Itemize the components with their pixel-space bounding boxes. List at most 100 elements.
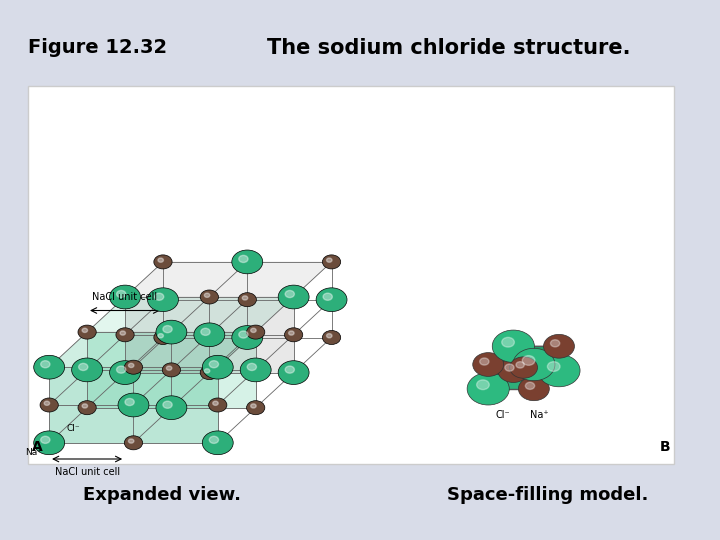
Text: Na⁺: Na⁺ bbox=[25, 448, 42, 457]
Text: Cl⁻: Cl⁻ bbox=[495, 410, 510, 421]
Circle shape bbox=[128, 363, 134, 368]
Circle shape bbox=[116, 328, 134, 342]
Text: NaCl unit cell: NaCl unit cell bbox=[92, 292, 158, 302]
Circle shape bbox=[166, 366, 172, 370]
Circle shape bbox=[82, 404, 88, 408]
Circle shape bbox=[246, 325, 265, 339]
Text: A: A bbox=[32, 440, 42, 454]
Circle shape bbox=[232, 250, 263, 274]
Circle shape bbox=[40, 436, 50, 443]
Circle shape bbox=[232, 326, 263, 349]
Circle shape bbox=[522, 355, 535, 365]
Circle shape bbox=[492, 330, 534, 362]
Circle shape bbox=[323, 255, 341, 269]
Text: Cl⁻: Cl⁻ bbox=[66, 424, 80, 433]
Circle shape bbox=[239, 255, 248, 262]
Polygon shape bbox=[49, 405, 217, 443]
Polygon shape bbox=[488, 364, 534, 389]
Circle shape bbox=[242, 296, 248, 300]
Circle shape bbox=[162, 363, 181, 377]
Circle shape bbox=[154, 255, 172, 269]
Circle shape bbox=[72, 358, 102, 382]
Circle shape bbox=[285, 366, 294, 373]
Circle shape bbox=[516, 362, 524, 368]
Circle shape bbox=[156, 320, 187, 344]
Circle shape bbox=[544, 334, 575, 358]
Circle shape bbox=[163, 401, 172, 408]
Circle shape bbox=[120, 331, 125, 335]
Circle shape bbox=[204, 369, 210, 373]
Polygon shape bbox=[488, 346, 559, 364]
Circle shape bbox=[109, 361, 140, 384]
Circle shape bbox=[246, 401, 265, 415]
Circle shape bbox=[467, 373, 509, 405]
Circle shape bbox=[40, 398, 58, 412]
Circle shape bbox=[473, 353, 504, 376]
Circle shape bbox=[117, 291, 126, 298]
Circle shape bbox=[200, 366, 218, 380]
Circle shape bbox=[125, 360, 143, 374]
Text: NaCl unit cell: NaCl unit cell bbox=[55, 467, 120, 477]
Circle shape bbox=[316, 288, 347, 312]
FancyBboxPatch shape bbox=[28, 86, 675, 464]
Circle shape bbox=[78, 363, 88, 370]
Circle shape bbox=[109, 285, 140, 309]
Circle shape bbox=[212, 401, 218, 406]
Circle shape bbox=[480, 358, 489, 365]
Text: B: B bbox=[660, 440, 671, 454]
Circle shape bbox=[502, 338, 514, 347]
Circle shape bbox=[158, 334, 163, 338]
Circle shape bbox=[34, 431, 65, 455]
Circle shape bbox=[513, 348, 555, 381]
Polygon shape bbox=[87, 370, 256, 408]
Circle shape bbox=[148, 288, 179, 312]
Circle shape bbox=[34, 355, 65, 379]
Circle shape bbox=[538, 354, 580, 387]
Text: Space-filling model.: Space-filling model. bbox=[447, 486, 649, 504]
Circle shape bbox=[477, 380, 490, 389]
Circle shape bbox=[118, 393, 149, 417]
Circle shape bbox=[210, 361, 219, 368]
Text: Expanded view.: Expanded view. bbox=[83, 486, 240, 504]
Circle shape bbox=[284, 328, 303, 342]
Circle shape bbox=[155, 293, 163, 300]
Circle shape bbox=[210, 436, 219, 443]
Circle shape bbox=[323, 330, 341, 345]
Text: Figure 12.32: Figure 12.32 bbox=[28, 38, 167, 57]
Circle shape bbox=[240, 358, 271, 382]
Text: Na⁺: Na⁺ bbox=[531, 410, 549, 421]
Circle shape bbox=[117, 366, 126, 373]
Circle shape bbox=[547, 362, 560, 372]
Circle shape bbox=[251, 404, 256, 408]
Circle shape bbox=[158, 258, 163, 262]
Circle shape bbox=[510, 357, 538, 378]
Circle shape bbox=[44, 401, 50, 406]
Circle shape bbox=[128, 439, 134, 443]
Circle shape bbox=[82, 328, 88, 333]
Polygon shape bbox=[534, 346, 559, 389]
Polygon shape bbox=[125, 297, 294, 335]
Circle shape bbox=[285, 291, 294, 298]
Circle shape bbox=[163, 326, 172, 333]
Circle shape bbox=[278, 285, 309, 309]
Circle shape bbox=[327, 334, 332, 338]
Text: The sodium chloride structure.: The sodium chloride structure. bbox=[267, 38, 631, 58]
Circle shape bbox=[505, 364, 514, 371]
Circle shape bbox=[194, 323, 225, 347]
Circle shape bbox=[200, 290, 218, 304]
Polygon shape bbox=[125, 335, 294, 373]
Polygon shape bbox=[87, 332, 256, 370]
Circle shape bbox=[251, 328, 256, 333]
Circle shape bbox=[40, 361, 50, 368]
Circle shape bbox=[201, 328, 210, 335]
Circle shape bbox=[289, 331, 294, 335]
Polygon shape bbox=[49, 367, 217, 405]
Circle shape bbox=[498, 359, 528, 382]
Circle shape bbox=[278, 361, 309, 384]
Circle shape bbox=[156, 396, 187, 420]
Circle shape bbox=[238, 293, 256, 307]
Circle shape bbox=[209, 398, 227, 412]
Circle shape bbox=[202, 355, 233, 379]
Polygon shape bbox=[49, 332, 256, 367]
Circle shape bbox=[202, 431, 233, 455]
